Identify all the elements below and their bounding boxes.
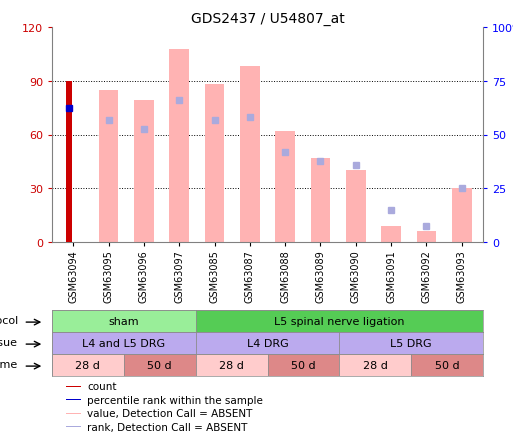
Text: L4 and L5 DRG: L4 and L5 DRG xyxy=(82,338,165,348)
Bar xyxy=(195,332,339,354)
Text: time: time xyxy=(0,359,18,369)
Bar xyxy=(240,67,260,243)
Bar xyxy=(311,158,330,243)
Text: value, Detection Call = ABSENT: value, Detection Call = ABSENT xyxy=(87,408,252,418)
Bar xyxy=(66,426,81,427)
Bar xyxy=(195,354,267,376)
Text: 50 d: 50 d xyxy=(435,360,460,370)
Bar xyxy=(66,413,81,414)
Bar xyxy=(66,399,81,400)
Bar xyxy=(339,332,483,354)
Bar xyxy=(52,332,195,354)
Bar xyxy=(339,354,411,376)
Bar xyxy=(411,354,483,376)
Bar xyxy=(205,85,224,243)
Bar xyxy=(52,310,195,332)
Bar xyxy=(66,386,81,387)
Text: L5 spinal nerve ligation: L5 spinal nerve ligation xyxy=(274,316,405,326)
Title: GDS2437 / U54807_at: GDS2437 / U54807_at xyxy=(191,12,344,26)
Bar xyxy=(124,354,195,376)
Text: rank, Detection Call = ABSENT: rank, Detection Call = ABSENT xyxy=(87,421,248,431)
Text: tissue: tissue xyxy=(0,337,18,347)
Text: sham: sham xyxy=(109,316,139,326)
Text: 50 d: 50 d xyxy=(291,360,315,370)
Text: protocol: protocol xyxy=(0,315,18,325)
Text: L4 DRG: L4 DRG xyxy=(247,338,288,348)
Text: 28 d: 28 d xyxy=(75,360,101,370)
Bar xyxy=(382,227,401,243)
Bar xyxy=(452,189,471,243)
Bar xyxy=(52,354,124,376)
Text: 28 d: 28 d xyxy=(219,360,244,370)
Bar xyxy=(346,171,366,243)
Text: 28 d: 28 d xyxy=(363,360,388,370)
Bar xyxy=(417,232,436,243)
Bar xyxy=(66,82,72,243)
Text: count: count xyxy=(87,381,117,391)
Bar xyxy=(99,91,118,243)
Bar xyxy=(169,49,189,243)
Text: L5 DRG: L5 DRG xyxy=(390,338,432,348)
Bar xyxy=(275,132,295,243)
Bar xyxy=(267,354,339,376)
Text: percentile rank within the sample: percentile rank within the sample xyxy=(87,395,263,404)
Bar xyxy=(134,101,153,243)
Bar xyxy=(195,310,483,332)
Text: 50 d: 50 d xyxy=(147,360,172,370)
